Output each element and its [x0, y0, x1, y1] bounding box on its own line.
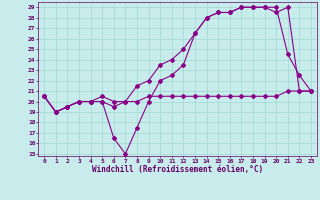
X-axis label: Windchill (Refroidissement éolien,°C): Windchill (Refroidissement éolien,°C) [92, 165, 263, 174]
